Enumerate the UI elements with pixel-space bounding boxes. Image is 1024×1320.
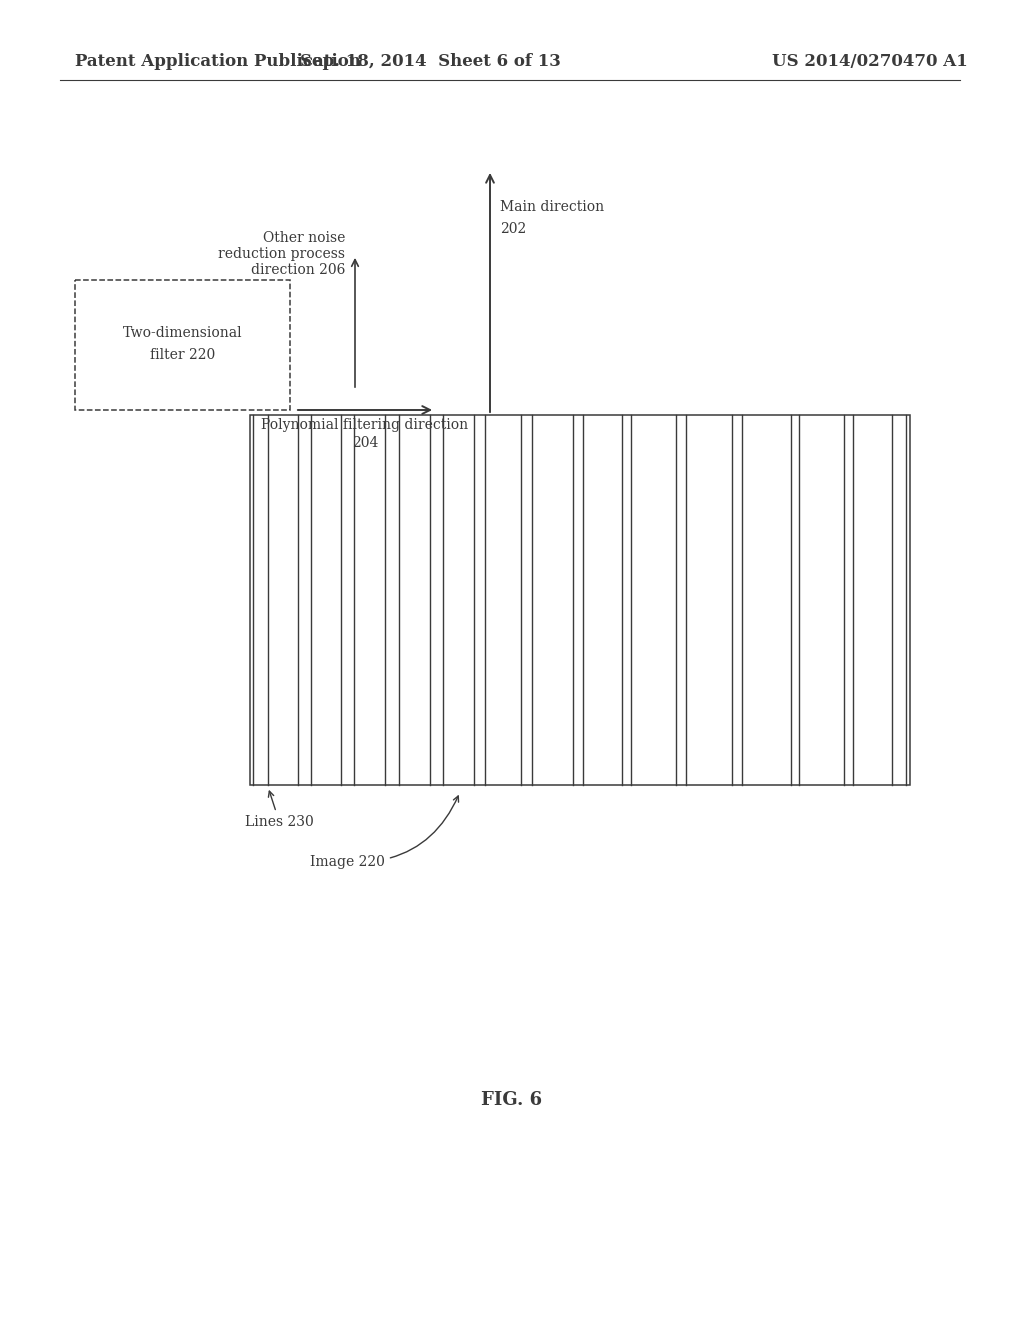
Text: direction 206: direction 206: [251, 263, 345, 277]
Text: Image 220: Image 220: [310, 796, 459, 869]
Text: 204: 204: [352, 436, 378, 450]
Text: Other noise: Other noise: [262, 231, 345, 246]
Text: 202: 202: [500, 222, 526, 236]
Bar: [250, 414, 910, 785]
Text: reduction process: reduction process: [218, 247, 345, 261]
Text: Patent Application Publication: Patent Application Publication: [75, 54, 360, 70]
Text: filter 220: filter 220: [150, 348, 215, 362]
Text: FIG. 6: FIG. 6: [481, 1092, 543, 1109]
Text: Main direction: Main direction: [500, 201, 604, 214]
Text: Sep. 18, 2014  Sheet 6 of 13: Sep. 18, 2014 Sheet 6 of 13: [300, 54, 560, 70]
Text: Polynomial filtering direction: Polynomial filtering direction: [261, 418, 469, 432]
Text: Two-dimensional: Two-dimensional: [123, 326, 243, 341]
Text: US 2014/0270470 A1: US 2014/0270470 A1: [772, 54, 968, 70]
Bar: [75, 280, 290, 411]
Text: Lines 230: Lines 230: [245, 791, 313, 829]
